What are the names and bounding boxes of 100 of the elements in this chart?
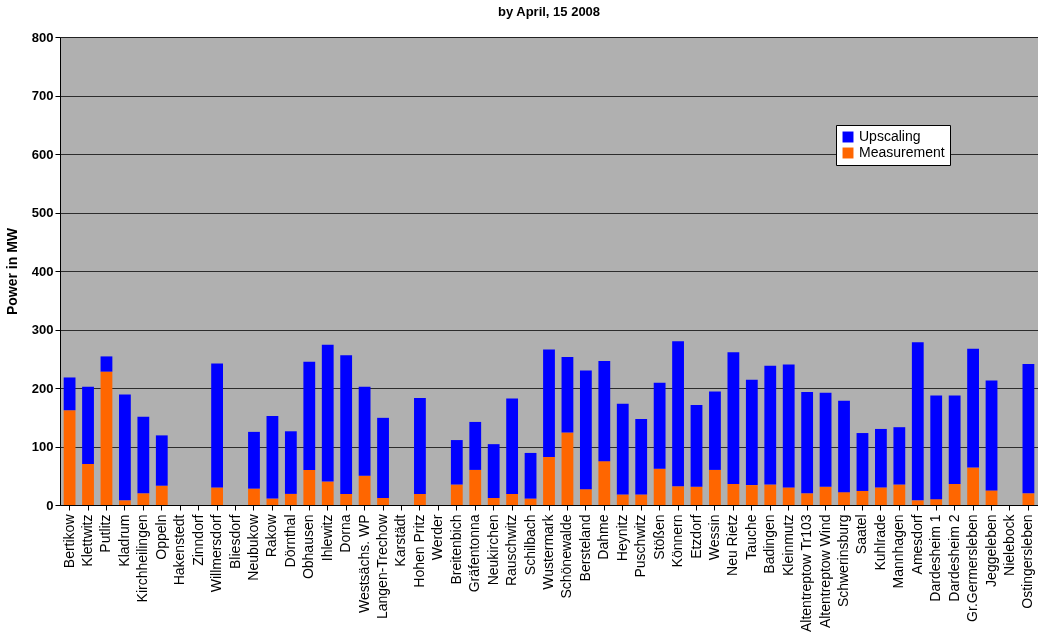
x-tick-label: Nielebock [1000,513,1017,576]
x-tick-label: Hohen Pritz [410,514,427,588]
y-tick-label: 700 [31,88,54,103]
x-tick-label: Ihlewitz [318,514,335,562]
x-tick-label: Gr.Germersleben [964,514,981,622]
bar [561,357,574,433]
bar [672,341,684,487]
bar [782,487,795,505]
bar [764,365,777,485]
bar [487,444,500,498]
bar [875,487,887,505]
bar [764,484,777,505]
bar [579,370,592,490]
bar [266,416,279,499]
bar [211,487,223,505]
bar [321,344,334,482]
bar [967,467,979,505]
x-tick-label: Schwerinsburg [835,514,852,608]
bar [1022,493,1035,505]
bar [579,489,592,505]
y-axis-title: Power in MW [3,227,20,316]
bar [377,417,389,498]
bar [911,342,924,501]
bar [967,348,979,468]
bar [745,379,758,486]
x-tick-label: Saatel [853,514,870,555]
bar [930,499,943,505]
bar [893,427,906,485]
bar [321,481,334,505]
x-tick-label: Obhausen [300,514,317,580]
bar [598,461,611,505]
x-tick-label: Jeggeleben [982,514,999,587]
x-tick-label: Hakenstedt [171,514,188,586]
x-tick-label: Kladrum [115,514,132,567]
bar [82,386,94,465]
bar [358,475,371,505]
bar [635,419,648,495]
bar [377,497,389,505]
x-tick-label: Westsächs. WP [355,514,372,614]
bar [856,490,869,505]
bar [137,493,150,505]
bar [948,483,961,505]
bar [801,493,814,505]
bar [524,452,537,499]
bar [82,464,94,505]
x-tick-label: Altentreptow Wind [816,514,833,629]
bar [672,486,684,505]
bar [948,395,961,484]
bar [100,371,113,505]
bar [119,394,131,501]
x-tick-label: Dahme [595,514,612,560]
bar [543,349,555,458]
bar [155,485,168,505]
x-tick-label: Kleinmutz [779,514,796,576]
x-tick-label: Kirchheilingen [134,514,151,603]
bar [543,457,555,505]
x-tick-label: Amesdorf [908,514,925,575]
bar [875,428,887,488]
x-tick-label: Wustermark [540,513,556,590]
bar [100,356,113,372]
y-tick-label: 500 [31,205,54,220]
x-tick-label: Schönewalde [558,514,575,599]
bar [653,382,666,469]
y-tick-label: 400 [31,263,54,279]
x-tick-label: Werder [429,514,446,561]
x-tick-label: Gräfentonna [466,514,483,593]
bar [690,404,703,487]
bar [616,494,629,505]
bar [1022,364,1035,494]
y-tick-label: 300 [31,322,54,337]
bar [358,386,371,476]
x-tick-label: Dardesheim 2 [945,514,962,602]
x-tick-label: Ostingersleben [1019,514,1036,609]
x-tick-label: Könnern [669,514,686,568]
bar [303,469,316,505]
bar [506,493,519,505]
legend-label: Measurement [859,144,945,160]
bar [893,484,906,505]
bar [63,377,76,411]
bar [561,432,574,505]
y-tick-label: 100 [31,439,54,454]
bar [930,395,943,500]
bar [727,483,740,505]
x-tick-label: Zinndorf [189,514,206,566]
bar [63,410,76,505]
bar [506,398,519,494]
bar [745,485,758,505]
legend-label: Upscaling [859,128,921,144]
x-tick-label: Neukirchen [484,514,501,586]
bar [211,363,223,488]
bar [248,431,260,489]
x-tick-label: Langen-Trechow [374,513,391,620]
x-tick-label: Dardesheim 1 [927,514,944,602]
bar [414,493,426,505]
x-tick-label: Bersteland [576,514,593,582]
bar [119,500,131,505]
bar [635,494,648,505]
bar [819,392,832,487]
bar [782,364,795,488]
x-tick-label: Neu Rietz [724,514,741,576]
